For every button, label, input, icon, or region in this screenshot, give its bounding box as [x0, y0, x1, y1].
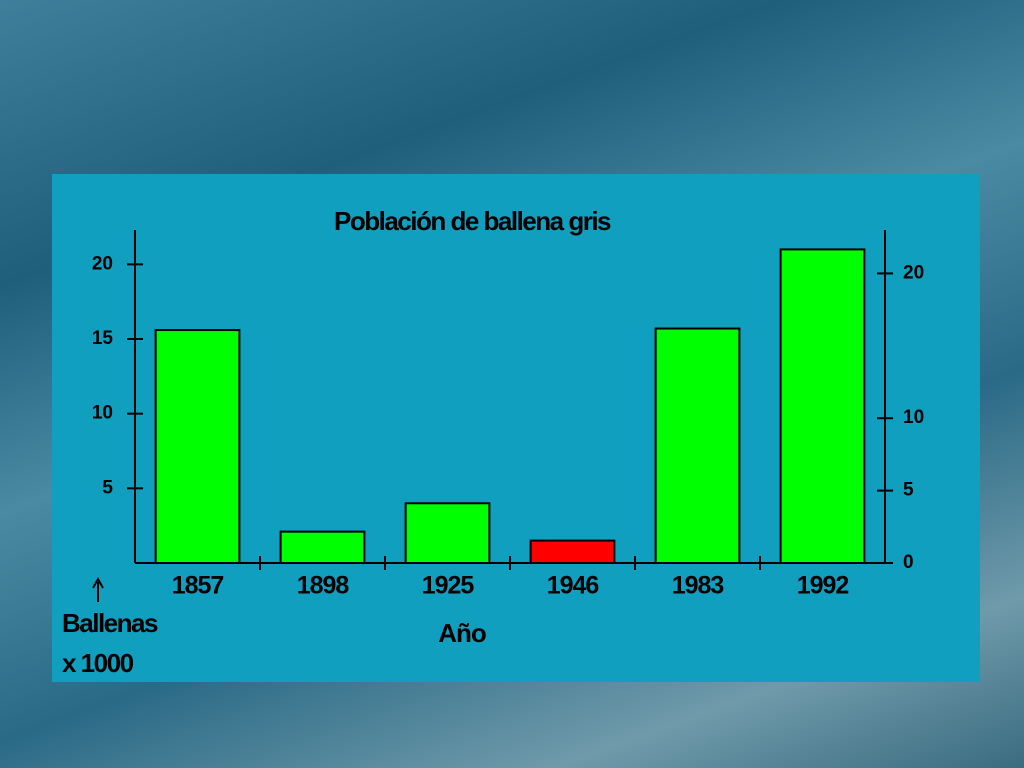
bar [404, 502, 491, 564]
y2-tick-label: 10 [903, 407, 924, 428]
x-axis-label: Año [438, 618, 486, 648]
y2-tick-label: 0 [903, 552, 914, 573]
x-tick-label: 1898 [297, 572, 350, 600]
bar [779, 248, 866, 564]
y-tick-label: 15 [92, 328, 114, 349]
x-tick-label: 1946 [547, 572, 599, 600]
bar [654, 327, 741, 564]
x-tick-label: 1857 [172, 572, 224, 600]
y-tick-label: 20 [92, 253, 113, 274]
y2-tick-label: 5 [903, 480, 914, 501]
x-tick-label: 1983 [672, 572, 724, 600]
bar [154, 329, 241, 564]
bar [279, 530, 366, 564]
y-axis-label: Ballenas [62, 608, 158, 638]
chart-title: Población de ballena gris [334, 206, 611, 236]
y-tick-label: 5 [102, 477, 113, 498]
y2-tick-label: 20 [903, 262, 924, 283]
y-axis-label: x 1000 [62, 648, 134, 678]
bar [529, 539, 616, 564]
x-tick-label: 1925 [422, 572, 475, 600]
y-tick-label: 10 [92, 403, 113, 424]
arrow-head [92, 576, 104, 589]
x-tick-label: 1992 [797, 572, 849, 600]
